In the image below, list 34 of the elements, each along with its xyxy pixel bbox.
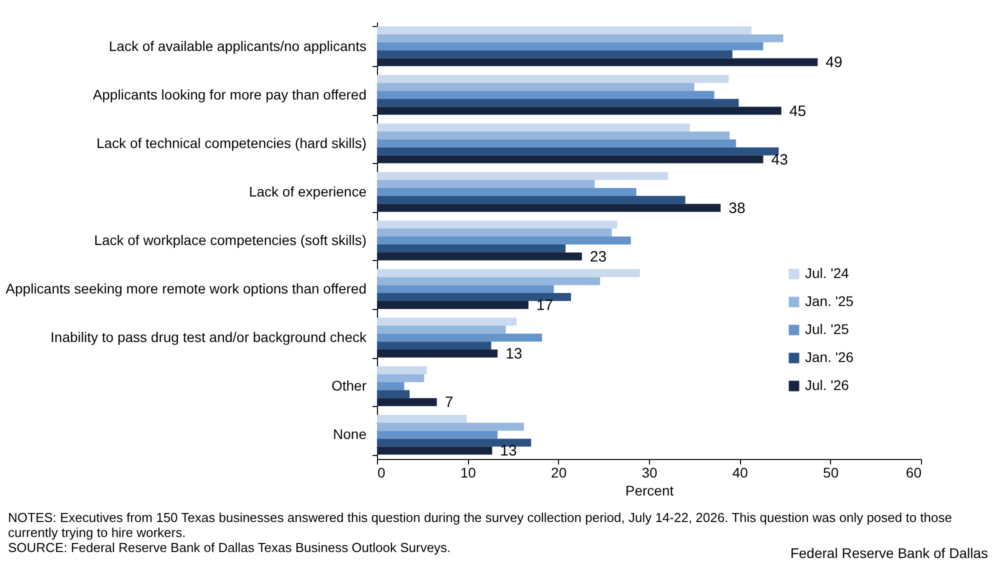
y-tick-label: Applicants looking for more pay than offered: [92, 86, 366, 102]
y-tick-label: Applicants seeking more remote work options than offered: [6, 280, 366, 297]
legend-label: Jul. '26: [805, 377, 850, 393]
data-label: 23: [590, 248, 607, 266]
data-label: 49: [826, 54, 842, 72]
y-tick-label: Lack of technical competencies (hard skills): [96, 134, 366, 151]
y-tick-label: Inability to pass drug test and/or background check: [50, 329, 368, 346]
legend-label: Jul. '24: [805, 265, 850, 281]
x-tick-label: 40: [732, 464, 748, 480]
text: Federal Reserve Bank of Dallas: [790, 545, 988, 561]
data-label: 43: [771, 151, 788, 168]
y-tick-label: Other: [331, 378, 367, 394]
source-note: SOURCE: Federal Reserve Bank of Dallas Texas Business Outlook Surveys.: [8, 540, 451, 555]
x-tick-label: 30: [642, 464, 658, 480]
x-tick-label: 10: [460, 464, 476, 480]
data-label: 17: [536, 296, 554, 314]
y-tick-label: Lack of experience: [248, 183, 367, 200]
data-label: 13: [500, 442, 517, 460]
x-axis-title: Percent: [625, 482, 674, 498]
x-tick-label: 20: [551, 464, 567, 480]
legend-label: Jan. '25: [805, 293, 854, 309]
x-tick-label: 60: [906, 464, 922, 480]
legend-label: Jan. '26: [805, 349, 854, 365]
x-tick-label: 50: [823, 464, 839, 480]
y-tick-label: Lack of workplace competencies (soft skills): [94, 232, 366, 248]
text: NOTES: Executives from 150 Texas businesses answered this question during the survey collection period, July 14-22, 2026. This question was only posed to those currently trying to hire workers.: [8, 510, 953, 540]
y-tick-label: Lack of available applicants/no applicants: [108, 38, 366, 54]
legend-label: Jul. '25: [805, 321, 850, 337]
y-tick-label: None: [333, 426, 367, 442]
data-label: 45: [789, 102, 806, 120]
data-label: 38: [728, 200, 746, 217]
x-tick-label: 0: [378, 464, 386, 480]
data-label: 7: [444, 394, 454, 412]
data-label: 13: [506, 346, 522, 363]
